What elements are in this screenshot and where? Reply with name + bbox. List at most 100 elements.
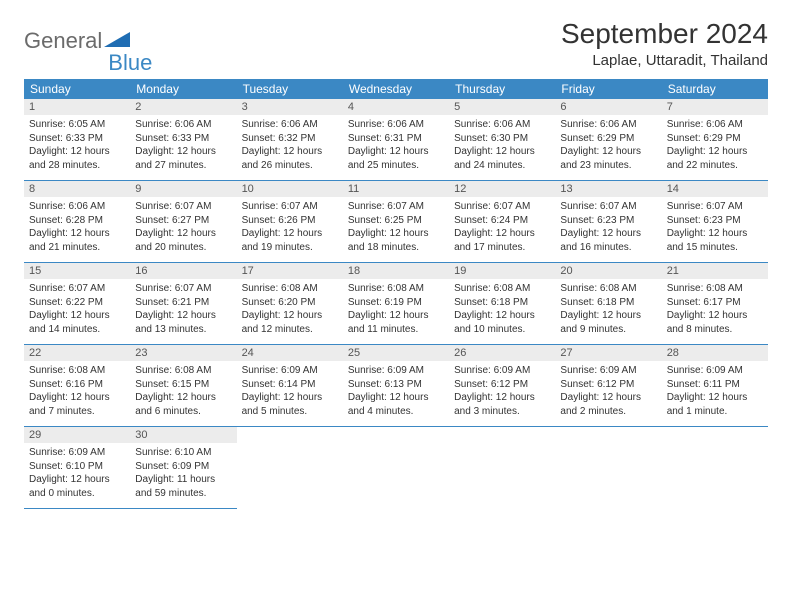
day-line-sunset: Sunset: 6:27 PM	[135, 214, 231, 228]
day-line-dl1: Daylight: 12 hours	[667, 145, 763, 159]
day-line-dl2: and 3 minutes.	[454, 405, 550, 419]
day-line-dl1: Daylight: 12 hours	[135, 227, 231, 241]
day-number: 4	[343, 99, 449, 115]
day-line-dl1: Daylight: 12 hours	[454, 145, 550, 159]
day-cell: 8Sunrise: 6:06 AMSunset: 6:28 PMDaylight…	[24, 181, 130, 263]
day-line-sunrise: Sunrise: 6:10 AM	[135, 446, 231, 460]
logo: General Blue	[24, 18, 152, 64]
day-line-sunset: Sunset: 6:25 PM	[348, 214, 444, 228]
day-line-dl1: Daylight: 12 hours	[29, 309, 125, 323]
day-cell: 11Sunrise: 6:07 AMSunset: 6:25 PMDayligh…	[343, 181, 449, 263]
day-line-dl1: Daylight: 12 hours	[29, 145, 125, 159]
day-number: 15	[24, 263, 130, 279]
day-line-dl1: Daylight: 12 hours	[560, 145, 656, 159]
day-cell: 20Sunrise: 6:08 AMSunset: 6:18 PMDayligh…	[555, 263, 661, 345]
day-line-dl1: Daylight: 12 hours	[454, 391, 550, 405]
day-line-dl2: and 20 minutes.	[135, 241, 231, 255]
day-number: 16	[130, 263, 236, 279]
day-line-sunset: Sunset: 6:10 PM	[29, 460, 125, 474]
day-line-dl2: and 17 minutes.	[454, 241, 550, 255]
day-number: 23	[130, 345, 236, 361]
logo-text-general: General	[24, 28, 102, 54]
day-line-dl1: Daylight: 12 hours	[348, 145, 444, 159]
day-cell: 30Sunrise: 6:10 AMSunset: 6:09 PMDayligh…	[130, 427, 236, 509]
day-line-sunset: Sunset: 6:12 PM	[454, 378, 550, 392]
col-thursday: Thursday	[449, 79, 555, 99]
day-line-dl2: and 10 minutes.	[454, 323, 550, 337]
day-cell	[237, 427, 343, 509]
col-monday: Monday	[130, 79, 236, 99]
day-body: Sunrise: 6:07 AMSunset: 6:21 PMDaylight:…	[130, 279, 236, 344]
day-number: 30	[130, 427, 236, 443]
day-line-sunrise: Sunrise: 6:06 AM	[135, 118, 231, 132]
day-line-dl1: Daylight: 12 hours	[29, 391, 125, 405]
day-line-dl2: and 16 minutes.	[560, 241, 656, 255]
day-line-sunset: Sunset: 6:23 PM	[667, 214, 763, 228]
day-line-sunset: Sunset: 6:21 PM	[135, 296, 231, 310]
day-line-dl2: and 59 minutes.	[135, 487, 231, 501]
day-line-dl2: and 24 minutes.	[454, 159, 550, 173]
day-number: 9	[130, 181, 236, 197]
day-line-dl2: and 27 minutes.	[135, 159, 231, 173]
day-line-dl1: Daylight: 12 hours	[667, 227, 763, 241]
day-line-dl2: and 9 minutes.	[560, 323, 656, 337]
day-line-dl1: Daylight: 12 hours	[242, 309, 338, 323]
day-body: Sunrise: 6:08 AMSunset: 6:16 PMDaylight:…	[24, 361, 130, 426]
header: General Blue September 2024 Laplae, Utta…	[24, 18, 768, 69]
calendar-body: 1Sunrise: 6:05 AMSunset: 6:33 PMDaylight…	[24, 99, 768, 509]
day-line-dl2: and 5 minutes.	[242, 405, 338, 419]
day-line-sunset: Sunset: 6:12 PM	[560, 378, 656, 392]
day-body: Sunrise: 6:08 AMSunset: 6:19 PMDaylight:…	[343, 279, 449, 344]
day-line-dl2: and 6 minutes.	[135, 405, 231, 419]
day-number: 11	[343, 181, 449, 197]
day-line-sunset: Sunset: 6:22 PM	[29, 296, 125, 310]
day-number: 8	[24, 181, 130, 197]
day-body: Sunrise: 6:06 AMSunset: 6:32 PMDaylight:…	[237, 115, 343, 180]
day-line-dl1: Daylight: 12 hours	[29, 473, 125, 487]
day-cell: 1Sunrise: 6:05 AMSunset: 6:33 PMDaylight…	[24, 99, 130, 181]
day-cell: 12Sunrise: 6:07 AMSunset: 6:24 PMDayligh…	[449, 181, 555, 263]
day-line-sunrise: Sunrise: 6:08 AM	[348, 282, 444, 296]
day-number: 27	[555, 345, 661, 361]
day-line-sunset: Sunset: 6:30 PM	[454, 132, 550, 146]
day-cell	[555, 427, 661, 509]
location: Laplae, Uttaradit, Thailand	[561, 52, 768, 69]
day-line-dl2: and 15 minutes.	[667, 241, 763, 255]
day-line-dl2: and 1 minute.	[667, 405, 763, 419]
day-number: 10	[237, 181, 343, 197]
day-line-dl2: and 21 minutes.	[29, 241, 125, 255]
day-body: Sunrise: 6:06 AMSunset: 6:29 PMDaylight:…	[555, 115, 661, 180]
day-number: 24	[237, 345, 343, 361]
day-line-sunrise: Sunrise: 6:08 AM	[560, 282, 656, 296]
day-cell: 23Sunrise: 6:08 AMSunset: 6:15 PMDayligh…	[130, 345, 236, 427]
day-number: 18	[343, 263, 449, 279]
day-body: Sunrise: 6:06 AMSunset: 6:31 PMDaylight:…	[343, 115, 449, 180]
day-line-dl2: and 8 minutes.	[667, 323, 763, 337]
day-number: 22	[24, 345, 130, 361]
day-line-sunset: Sunset: 6:13 PM	[348, 378, 444, 392]
day-body: Sunrise: 6:06 AMSunset: 6:33 PMDaylight:…	[130, 115, 236, 180]
day-cell: 25Sunrise: 6:09 AMSunset: 6:13 PMDayligh…	[343, 345, 449, 427]
day-number: 29	[24, 427, 130, 443]
col-sunday: Sunday	[24, 79, 130, 99]
day-line-dl1: Daylight: 12 hours	[560, 391, 656, 405]
day-line-dl1: Daylight: 12 hours	[348, 227, 444, 241]
day-line-sunset: Sunset: 6:18 PM	[560, 296, 656, 310]
day-line-sunset: Sunset: 6:15 PM	[135, 378, 231, 392]
day-line-dl2: and 19 minutes.	[242, 241, 338, 255]
day-line-sunset: Sunset: 6:26 PM	[242, 214, 338, 228]
day-line-sunset: Sunset: 6:29 PM	[667, 132, 763, 146]
day-line-sunset: Sunset: 6:09 PM	[135, 460, 231, 474]
day-line-dl1: Daylight: 12 hours	[348, 391, 444, 405]
day-line-sunrise: Sunrise: 6:09 AM	[29, 446, 125, 460]
day-line-sunset: Sunset: 6:33 PM	[29, 132, 125, 146]
day-cell: 28Sunrise: 6:09 AMSunset: 6:11 PMDayligh…	[662, 345, 768, 427]
day-number: 12	[449, 181, 555, 197]
col-saturday: Saturday	[662, 79, 768, 99]
day-body: Sunrise: 6:07 AMSunset: 6:24 PMDaylight:…	[449, 197, 555, 262]
day-line-dl2: and 0 minutes.	[29, 487, 125, 501]
day-cell: 3Sunrise: 6:06 AMSunset: 6:32 PMDaylight…	[237, 99, 343, 181]
week-row: 15Sunrise: 6:07 AMSunset: 6:22 PMDayligh…	[24, 263, 768, 345]
day-line-dl1: Daylight: 12 hours	[667, 309, 763, 323]
day-cell	[662, 427, 768, 509]
